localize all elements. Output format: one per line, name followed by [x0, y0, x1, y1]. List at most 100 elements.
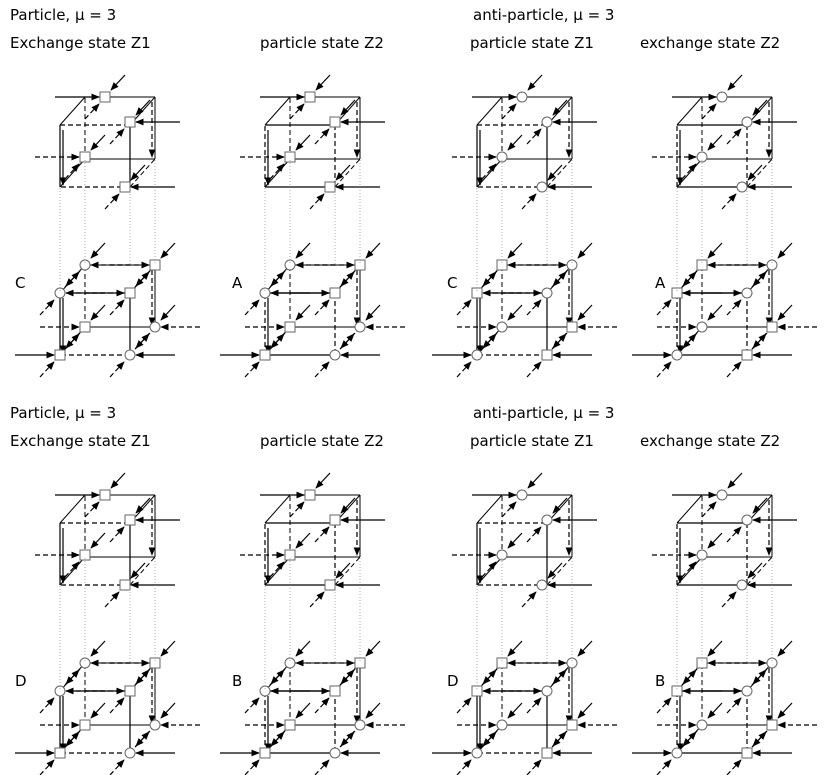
state-label: particle state Z1	[470, 432, 594, 450]
node	[125, 288, 135, 298]
arrow	[457, 300, 471, 315]
node	[542, 117, 552, 127]
node	[330, 686, 340, 696]
arrow	[341, 498, 355, 513]
arrow	[245, 300, 259, 315]
node	[55, 748, 65, 758]
node	[742, 515, 752, 525]
arrow	[135, 732, 149, 747]
arrow	[161, 243, 175, 258]
node	[742, 288, 752, 298]
arrow	[508, 533, 522, 548]
node	[567, 322, 577, 332]
edge	[677, 97, 702, 125]
arrow	[508, 305, 522, 320]
node	[672, 748, 682, 758]
node	[542, 288, 552, 298]
arrow	[91, 135, 105, 150]
arrow	[340, 670, 354, 685]
arrow	[65, 670, 79, 685]
arrow	[508, 641, 522, 656]
node	[542, 350, 552, 360]
arrow	[682, 334, 696, 349]
edge	[60, 97, 85, 125]
arrow	[111, 473, 125, 488]
node	[55, 350, 65, 360]
arrow	[727, 760, 741, 775]
edge	[130, 159, 155, 187]
node	[537, 580, 547, 590]
group-heading: Particle, μ = 3	[10, 404, 116, 422]
arrow	[508, 243, 522, 258]
edge	[60, 495, 85, 523]
node	[125, 350, 135, 360]
arrow	[270, 670, 284, 685]
arrow	[296, 641, 310, 656]
node	[325, 580, 335, 590]
arrow	[657, 362, 671, 377]
arrow	[310, 194, 324, 209]
cube-label: B	[232, 672, 242, 690]
edge	[335, 159, 360, 187]
arrow	[778, 703, 792, 718]
arrow	[727, 527, 741, 542]
arrow	[657, 300, 671, 315]
arrow	[270, 562, 284, 577]
edge	[60, 159, 85, 187]
arrow	[270, 334, 284, 349]
node	[742, 686, 752, 696]
node	[742, 117, 752, 127]
cube-label: D	[447, 672, 459, 690]
node	[330, 117, 340, 127]
node	[285, 322, 295, 332]
arrow	[245, 362, 259, 377]
arrow	[340, 732, 354, 747]
node	[517, 92, 527, 102]
edge	[477, 97, 502, 125]
arrow	[527, 362, 541, 377]
arrow	[728, 75, 742, 90]
arrow	[482, 562, 496, 577]
arrow	[708, 135, 722, 150]
group-heading: anti-particle, μ = 3	[473, 404, 614, 422]
arrow	[727, 129, 741, 144]
cube-label: A	[232, 274, 243, 292]
edge	[335, 557, 360, 585]
arrow	[340, 272, 354, 287]
arrow	[91, 243, 105, 258]
arrow	[527, 527, 541, 542]
arrow	[578, 305, 592, 320]
state-label: Exchange state Z1	[10, 34, 151, 52]
arrow	[110, 362, 124, 377]
arrow	[527, 760, 541, 775]
arrow	[752, 272, 766, 287]
node	[742, 350, 752, 360]
arrow	[245, 760, 259, 775]
arrow	[708, 305, 722, 320]
edge	[60, 557, 85, 585]
arrow	[682, 732, 696, 747]
arrow	[110, 527, 124, 542]
edge	[747, 557, 772, 585]
node	[260, 350, 270, 360]
edge	[477, 495, 502, 523]
arrow	[65, 732, 79, 747]
arrow	[296, 703, 310, 718]
edge	[547, 557, 572, 585]
cube-label: C	[447, 274, 457, 292]
arrow	[366, 641, 380, 656]
arrow	[105, 592, 119, 607]
arrow	[110, 698, 124, 713]
node	[697, 322, 707, 332]
arrow	[752, 670, 766, 685]
group-heading: anti-particle, μ = 3	[473, 6, 614, 24]
arrow	[682, 164, 696, 179]
node	[325, 182, 335, 192]
arrow	[85, 104, 99, 119]
arrow	[315, 300, 329, 315]
arrow	[85, 502, 99, 517]
state-label: exchange state Z2	[640, 432, 780, 450]
arrow	[508, 703, 522, 718]
state-label: particle state Z1	[470, 34, 594, 52]
node	[717, 490, 727, 500]
